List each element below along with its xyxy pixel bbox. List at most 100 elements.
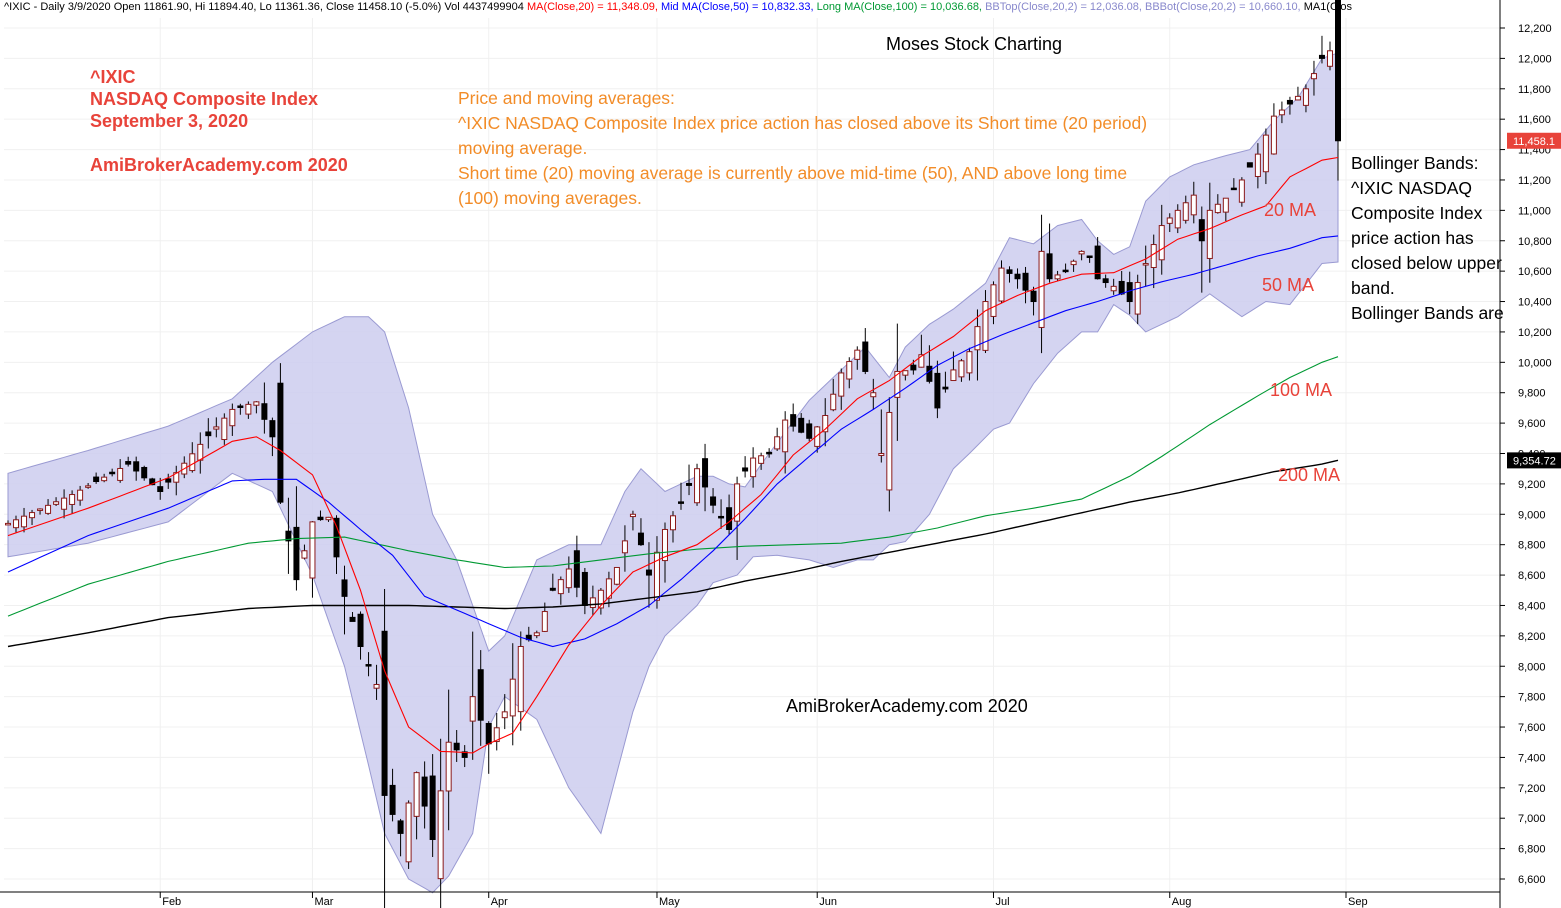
candle: [1102, 274, 1109, 288]
y-tick-label: 12,200: [1518, 23, 1552, 35]
candle: [285, 497, 292, 574]
label-50-ma: 50 MA: [1262, 275, 1315, 295]
candle-up: [29, 512, 36, 519]
candle-down: [485, 722, 492, 745]
candle: [533, 630, 540, 639]
y-tick-label: 10,600: [1518, 266, 1552, 278]
candle: [613, 566, 620, 586]
candle: [1326, 41, 1333, 71]
y-tick-label: 7,000: [1518, 813, 1546, 825]
candle-down: [269, 420, 276, 438]
header-ma1: MA1(Clos: [1303, 1, 1352, 13]
candle: [678, 482, 685, 510]
candle-down: [157, 486, 164, 492]
candle: [1038, 214, 1045, 354]
candle-up: [245, 403, 252, 415]
candle-up: [886, 411, 893, 491]
header-bbbot: BBBot(Close,20,2) = 10,660.10,: [1144, 1, 1301, 13]
candle-down: [429, 775, 436, 840]
candle-up: [694, 468, 701, 504]
candle: [509, 643, 516, 746]
candle-down: [1230, 187, 1237, 191]
bollinger-note: Bollinger Bands: ^IXIC NASDAQ Composite …: [1351, 151, 1521, 326]
candle-up: [830, 393, 837, 411]
candle-down: [1014, 273, 1021, 280]
candle: [806, 419, 813, 442]
y-tick-label: 11,600: [1518, 114, 1551, 126]
candle: [1270, 103, 1277, 155]
candle-up: [493, 727, 500, 743]
candle: [814, 425, 821, 453]
ma200-price-tag-text: 9,354.72: [1513, 455, 1556, 467]
candle: [838, 368, 845, 410]
candle-up: [613, 566, 620, 585]
title-name: NASDAQ Composite Index: [90, 89, 319, 109]
candle-up: [661, 528, 668, 562]
candle: [349, 612, 356, 622]
candle-up: [469, 696, 476, 722]
candle: [245, 401, 252, 419]
candle: [5, 520, 11, 526]
candle-down: [1286, 99, 1293, 105]
candle-down: [862, 341, 869, 372]
y-tick-label: 10,400: [1518, 297, 1552, 309]
candle: [13, 515, 20, 533]
candlesticks: [5, 0, 1341, 908]
candle-up: [1262, 134, 1269, 173]
title-date: September 3, 2020: [90, 111, 249, 131]
candle: [1070, 259, 1077, 272]
y-tick-label: 8,000: [1518, 661, 1546, 673]
candle-down: [637, 532, 644, 546]
candle: [1222, 197, 1229, 222]
candle: [998, 260, 1005, 304]
header-ma50: Mid MA(Close,50) = 10,832.33,: [660, 1, 814, 13]
candle-up: [870, 392, 877, 398]
candle: [117, 459, 124, 483]
candle: [645, 542, 652, 608]
candle: [213, 417, 220, 438]
candle-down: [149, 478, 156, 486]
candle: [958, 358, 965, 382]
candle-up: [1270, 115, 1277, 155]
candle: [317, 510, 324, 521]
commentary: Price and moving averages: ^IXIC NASDAQ …: [458, 86, 1158, 211]
candle-up: [13, 519, 20, 529]
candle-down: [702, 458, 709, 488]
candle-down: [710, 496, 717, 506]
candle-up: [229, 408, 236, 427]
candle-up: [533, 632, 540, 637]
y-tick-label: 11,200: [1518, 175, 1551, 187]
candle: [774, 427, 781, 451]
candle-down: [357, 613, 364, 647]
candle-up: [197, 443, 204, 461]
bb-note-tail: Bollinger Bands are: [1351, 303, 1504, 323]
candle-up: [413, 772, 420, 817]
y-tick-label: 6,800: [1518, 844, 1546, 856]
y-axis: 6,600 6,800 7,000 7,200 7,400 7,600 7,800 8,000…: [1499, 0, 1561, 908]
candle-up: [437, 790, 444, 880]
candle-down: [798, 417, 805, 433]
candle-down: [910, 364, 917, 371]
candle-up: [1182, 202, 1189, 221]
candle-up: [1070, 260, 1077, 266]
candle-up: [1302, 88, 1309, 106]
candle-up: [894, 370, 901, 398]
candle-up: [1214, 203, 1221, 214]
candle: [1254, 143, 1261, 189]
x-tick-label: Mar: [314, 896, 333, 908]
candle-up: [1326, 50, 1333, 67]
candle: [934, 360, 941, 419]
candle-down: [389, 784, 396, 815]
candle-down: [934, 372, 941, 409]
candle-up: [21, 515, 28, 528]
candle-up: [445, 741, 452, 792]
candle-down: [1118, 280, 1125, 295]
candle-up: [758, 455, 765, 464]
candle: [413, 771, 420, 840]
y-tick-label: 10,800: [1518, 236, 1552, 248]
candle-up: [782, 419, 789, 453]
candle: [1294, 86, 1301, 101]
candle: [822, 398, 829, 447]
candle: [1110, 278, 1117, 295]
candle: [1206, 182, 1213, 283]
